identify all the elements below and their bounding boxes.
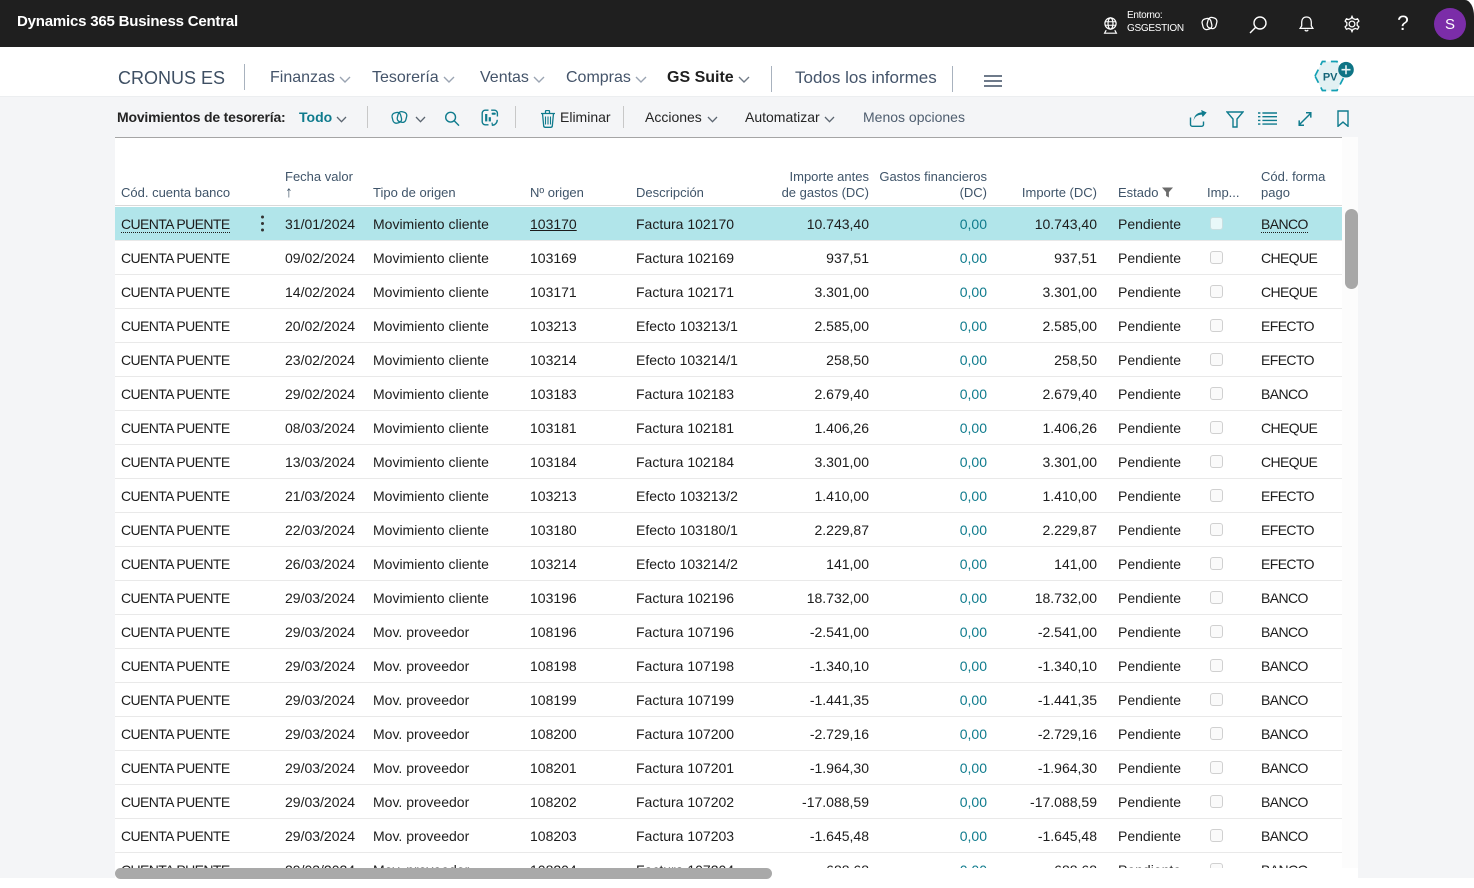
- svg-text:PV: PV: [1323, 72, 1338, 84]
